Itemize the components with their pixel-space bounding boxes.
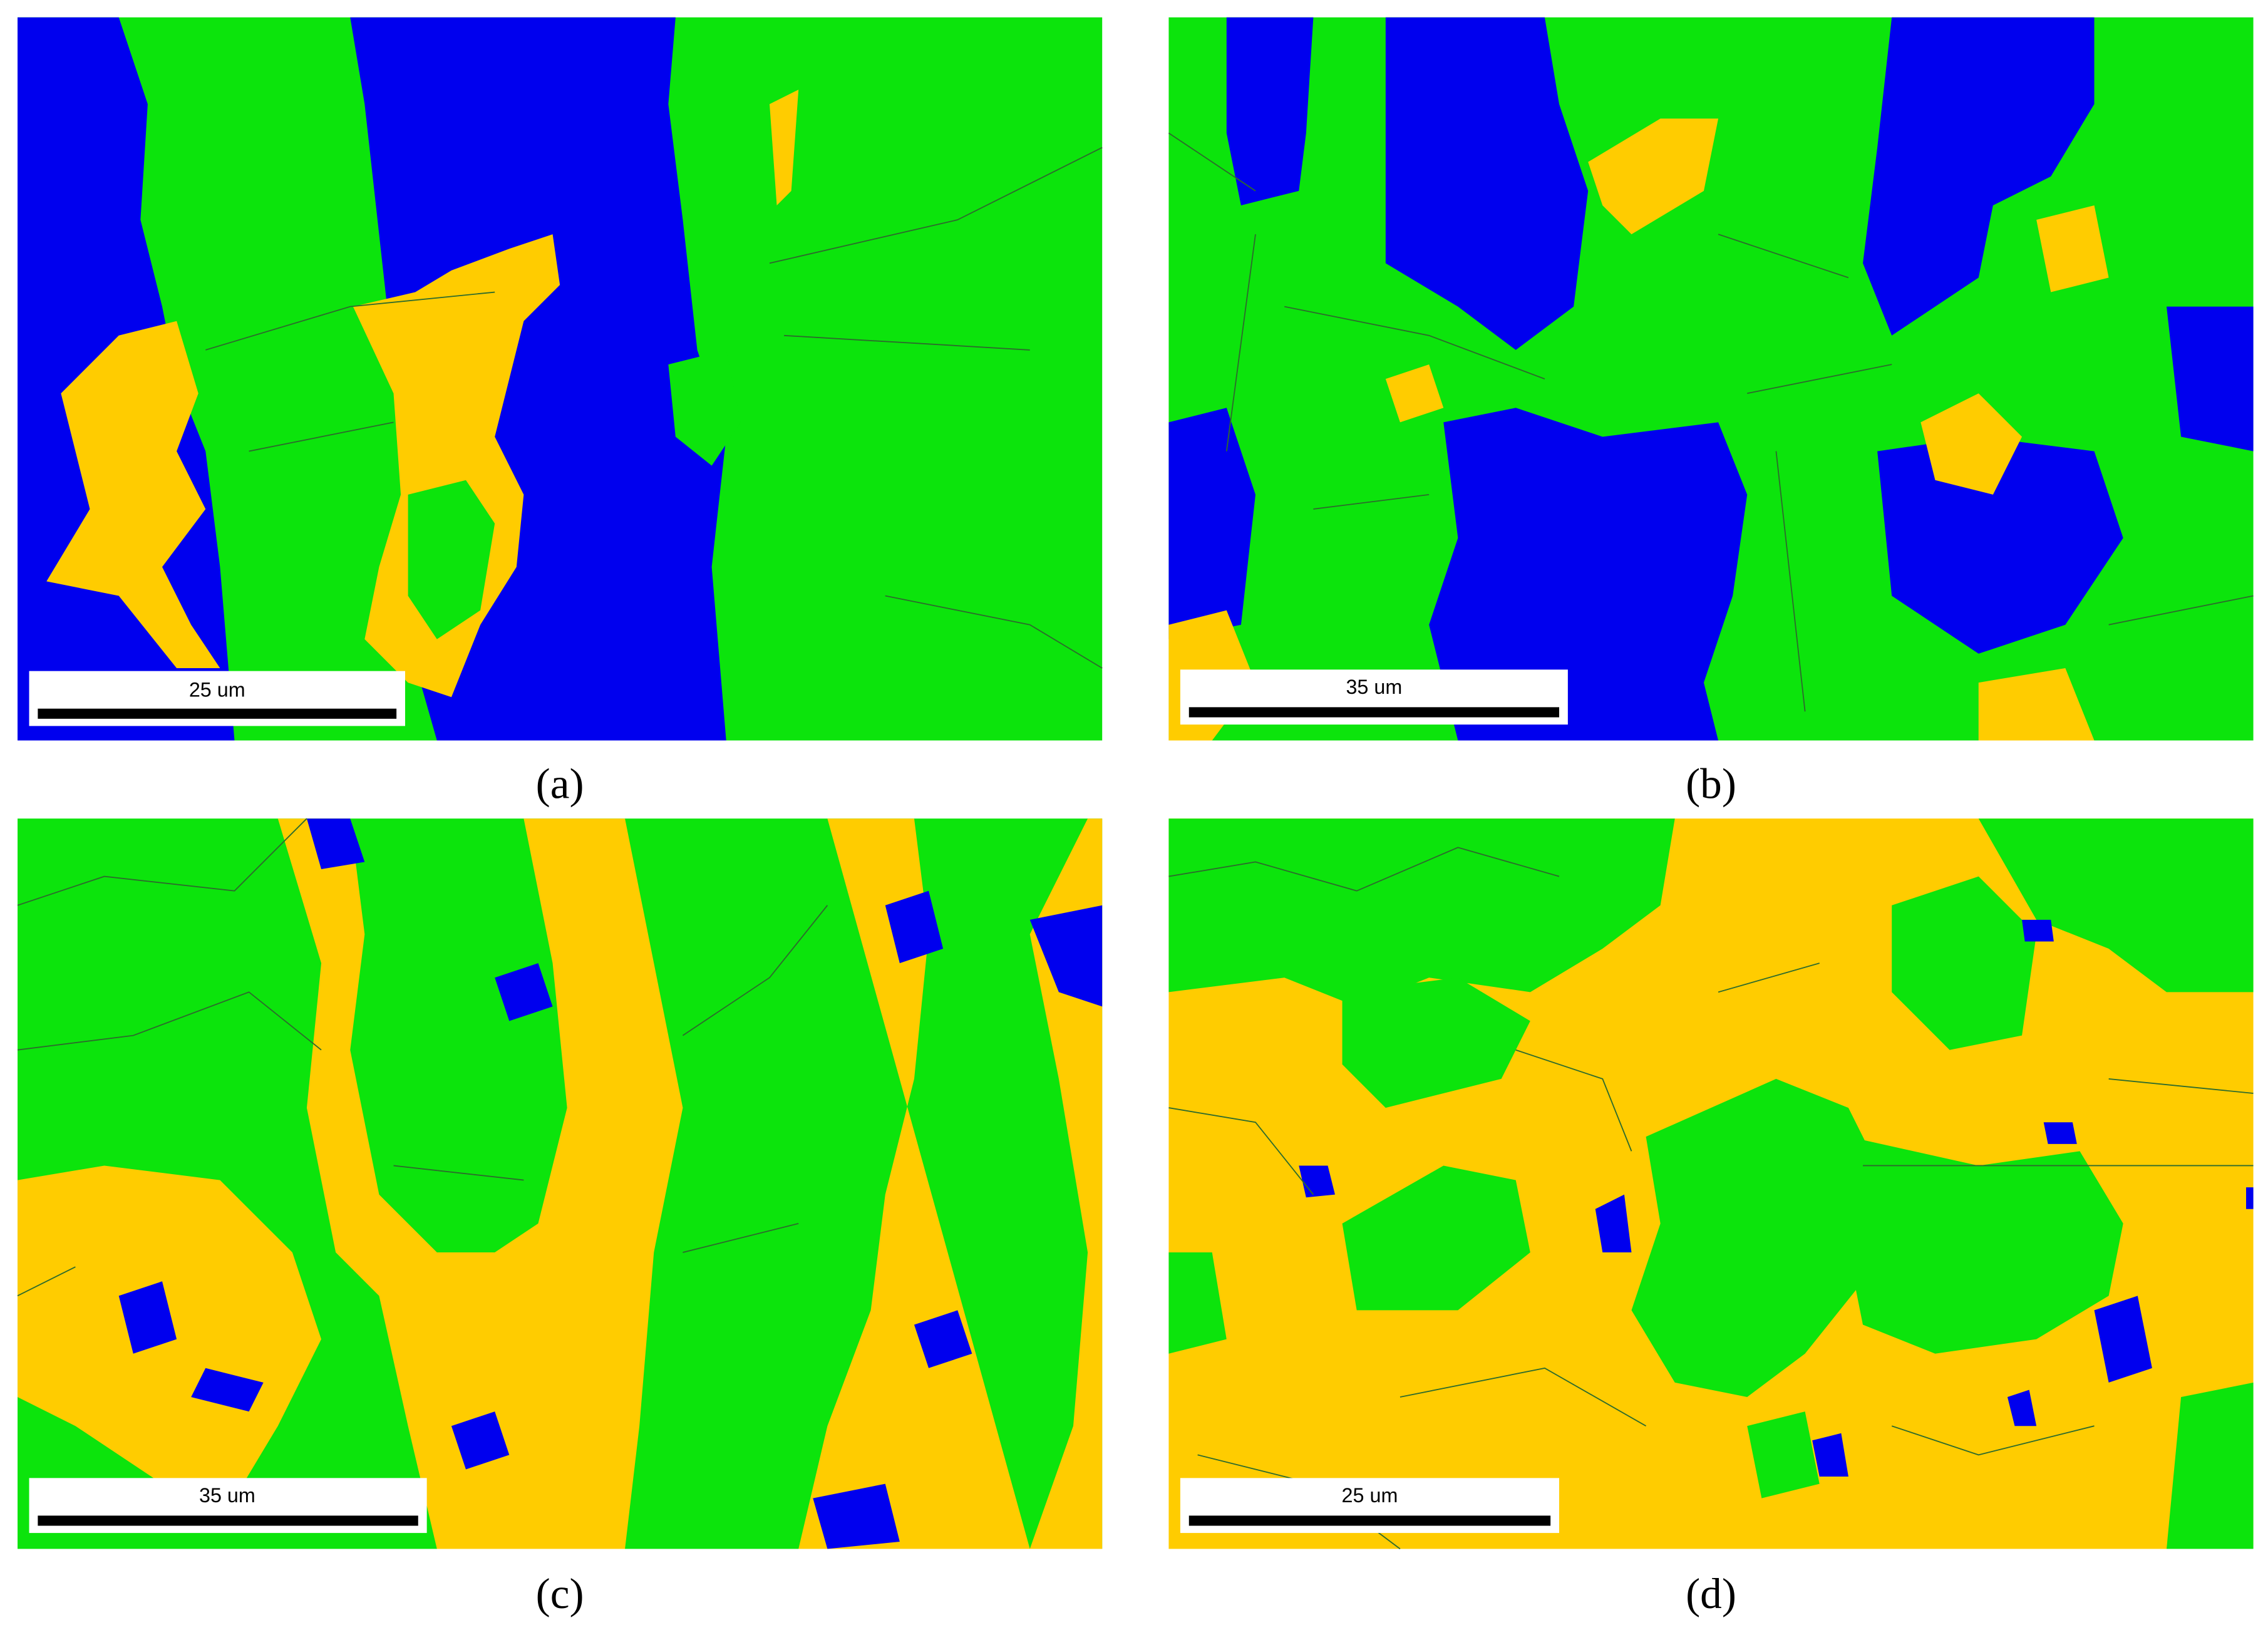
panel-d-map: 25 um: [1168, 818, 2254, 1550]
scale-bar-label: 35 um: [199, 1484, 255, 1507]
panel-b-map: 35 um: [1168, 17, 2254, 741]
panel-a-map: 25 um: [18, 17, 1103, 741]
panel-caption: (a): [536, 760, 584, 808]
panel-caption: (b): [1686, 760, 1736, 808]
panel-c-map: 35 um: [17, 818, 1103, 1549]
panel-caption: (d): [1686, 1569, 1736, 1617]
scale-bar-label: 35 um: [1346, 676, 1402, 698]
scale-bar-label: 25 um: [1342, 1484, 1398, 1507]
panel-caption: (c): [536, 1569, 584, 1617]
scale-bar-label: 25 um: [189, 678, 245, 701]
